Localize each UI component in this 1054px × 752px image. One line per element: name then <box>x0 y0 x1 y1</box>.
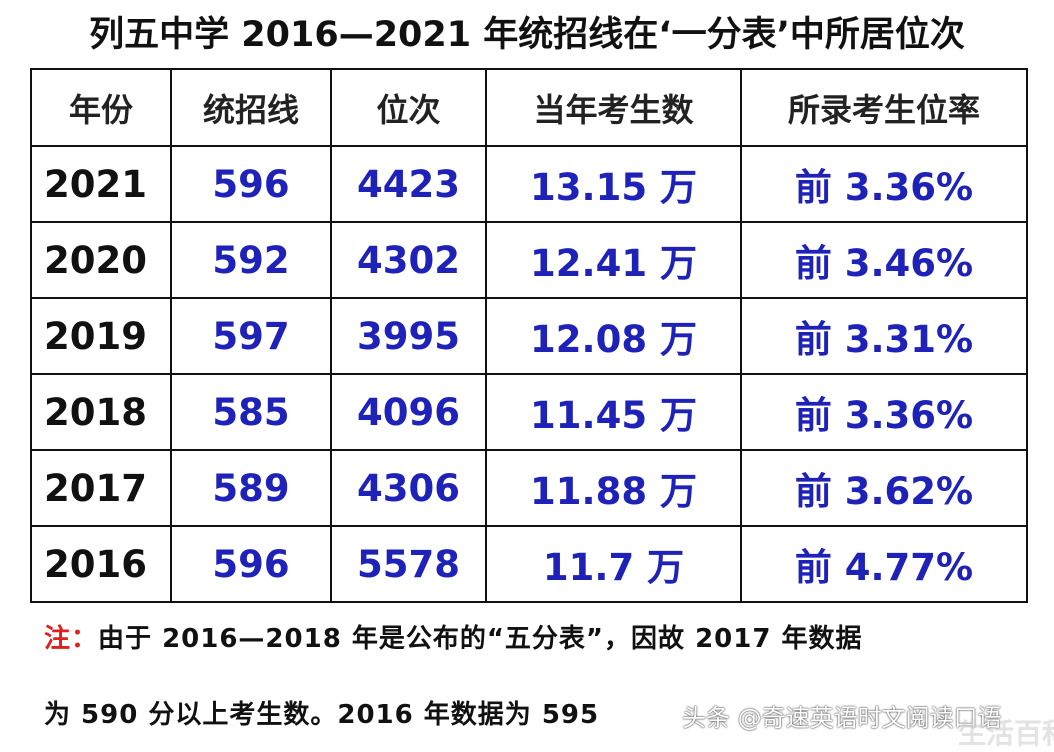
title: 列五中学 2016—2021 年统招线在‘一分表’中所居位次 <box>89 15 965 55</box>
table-row: 2018 585 4096 11.45 万前 3.36% <box>30 373 1028 451</box>
table-cell: 11.88 万 <box>485 449 742 527</box>
table-cell: 597 <box>170 297 332 375</box>
table-cell: 前 3.62% <box>740 449 1028 527</box>
column-header: 所录考生位率 <box>740 68 1028 147</box>
note-text: 由于 2016—2018 年是公布的“五分表”，因故 2017 年数据 <box>98 624 863 654</box>
table-row: 2017 589 4306 11.88 万前 3.62% <box>30 449 1028 527</box>
note-line: 为 590 分以上考生数。2016 年数据为 595 <box>44 694 599 731</box>
note-line: 注：由于 2016—2018 年是公布的“五分表”，因故 2017 年数据 <box>44 618 863 655</box>
table-body: 2021 596 4423 13.15 万前 3.36% 2020 592 4302 12.4… <box>30 145 1028 603</box>
watermark: 头条 @奇速英语时文阅读口语 <box>682 704 1002 732</box>
table-cell: 11.7 万 <box>485 525 742 603</box>
table-cell: 2021 <box>30 145 172 223</box>
header-row: 年份 统招线 位次 当年考生数 所录考生位率 <box>30 68 1028 147</box>
table-cell: 596 <box>170 525 332 603</box>
column-header: 统招线 <box>170 68 332 147</box>
note-text: 为 590 分以上考生数。2016 年数据为 595 <box>44 700 600 730</box>
table-cell: 前 3.46% <box>740 221 1028 299</box>
table-cell: 2019 <box>30 297 172 375</box>
table-cell: 前 3.36% <box>740 373 1028 451</box>
table-cell: 13.15 万 <box>485 145 742 223</box>
note-label: 注： <box>44 624 99 654</box>
table-cell: 4423 <box>330 145 487 223</box>
table-cell: 5578 <box>330 525 487 603</box>
table-cell: 12.08 万 <box>485 297 742 375</box>
table-row: 2021 596 4423 13.15 万前 3.36% <box>30 145 1028 223</box>
table-cell: 4302 <box>330 221 487 299</box>
table-cell: 2018 <box>30 373 172 451</box>
column-header: 当年考生数 <box>485 68 742 147</box>
table-row: 2019 597 3995 12.08 万前 3.31% <box>30 297 1028 375</box>
table-cell: 2016 <box>30 525 172 603</box>
column-header: 年份 <box>30 68 172 147</box>
table-row: 2020 592 4302 12.41 万前 3.46% <box>30 221 1028 299</box>
table-cell: 4306 <box>330 449 487 527</box>
table-cell: 前 4.77% <box>740 525 1028 603</box>
column-header: 位次 <box>330 68 487 147</box>
table-cell: 12.41 万 <box>485 221 742 299</box>
table-cell: 前 3.31% <box>740 297 1028 375</box>
table-row: 2016 596 5578 11.7 万前 4.77% <box>30 525 1028 603</box>
table-cell: 2017 <box>30 449 172 527</box>
table-cell: 11.45 万 <box>485 373 742 451</box>
table-cell: 4096 <box>330 373 487 451</box>
table-cell: 585 <box>170 373 332 451</box>
table-cell: 前 3.36% <box>740 145 1028 223</box>
watermark: 生活百科 <box>958 717 1054 750</box>
table-cell: 3995 <box>330 297 487 375</box>
table-cell: 589 <box>170 449 332 527</box>
table-cell: 596 <box>170 145 332 223</box>
data-table: 年份 统招线 位次 当年考生数 所录考生位率 2021 596 4423 13.15 万前 3… <box>30 68 1028 603</box>
table-cell: 2020 <box>30 221 172 299</box>
table-cell: 592 <box>170 221 332 299</box>
